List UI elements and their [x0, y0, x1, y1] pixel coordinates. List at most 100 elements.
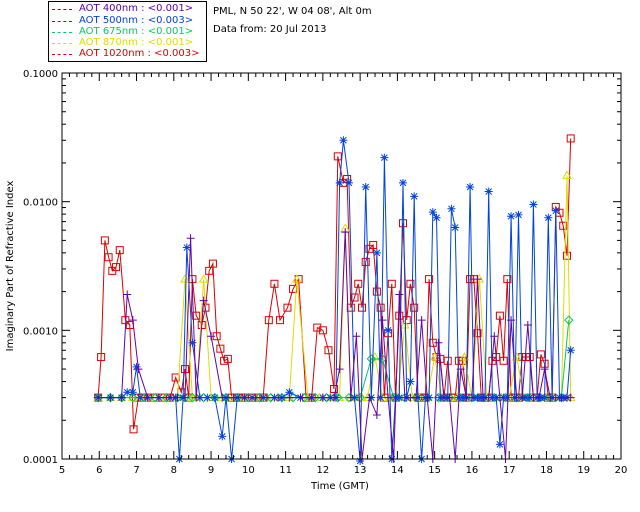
data-point: [372, 410, 381, 419]
data-point: [344, 392, 354, 403]
data-point: [495, 311, 504, 320]
data-point: [355, 392, 365, 403]
x-tick-label: 14: [391, 465, 404, 476]
data-point: [406, 377, 415, 386]
y-tick-label: 0.0100: [23, 198, 58, 209]
x-tick-label: 6: [96, 465, 102, 476]
data-point: [562, 251, 571, 260]
x-axis-label: Time (GMT): [310, 481, 369, 492]
data-point: [182, 243, 191, 252]
data-point: [104, 253, 113, 262]
data-point: [423, 393, 432, 402]
data-point: [384, 393, 393, 402]
data-point: [94, 393, 103, 402]
data-point: [395, 290, 404, 299]
x-tick-label: 9: [208, 465, 214, 476]
x-tick-label: 5: [59, 465, 65, 476]
data-point: [445, 393, 454, 402]
data-point: [432, 213, 441, 222]
data-point: [128, 392, 138, 403]
data-point: [186, 234, 195, 243]
series-line: [98, 140, 572, 462]
data-point: [344, 178, 353, 187]
data-point: [346, 393, 355, 402]
data-point: [188, 338, 197, 347]
data-point: [484, 187, 493, 196]
data-point: [291, 274, 302, 283]
legend-label: AOT 500nm : <0.003>: [79, 15, 194, 26]
site-info: PML, N 50 22', W 04 08', Alt 0m: [213, 6, 372, 17]
data-point: [380, 153, 389, 162]
data-point: [384, 326, 393, 335]
data-point: [203, 393, 212, 402]
data-point: [566, 393, 575, 402]
data-point: [395, 393, 404, 402]
data-point: [372, 248, 381, 257]
data-point: [251, 393, 260, 402]
series-line: [98, 232, 571, 460]
data-point: [296, 393, 305, 402]
data-point: [447, 204, 456, 213]
data-point: [264, 316, 273, 325]
data-point: [192, 393, 201, 402]
legend-entry-870nm: AOT 870nm : <0.001>: [49, 37, 206, 49]
data-point: [372, 287, 381, 296]
data-point: [361, 257, 370, 266]
data-point: [154, 393, 163, 402]
data-point: [180, 365, 189, 374]
data-point: [399, 319, 410, 329]
data-point: [365, 393, 374, 402]
data-point: [361, 183, 370, 192]
data-point: [285, 388, 294, 397]
data-point: [398, 178, 407, 187]
data-point: [357, 303, 366, 312]
x-tick-label: 16: [466, 465, 479, 476]
data-point: [507, 212, 516, 221]
data-point: [276, 316, 285, 325]
data-point: [313, 323, 322, 332]
legend-swatch: [52, 54, 72, 55]
data-point: [335, 365, 344, 374]
data-point: [285, 393, 294, 402]
data-point: [199, 296, 208, 305]
data-point: [143, 393, 152, 402]
data-point: [503, 393, 512, 402]
series-aot-400nm: [94, 228, 575, 463]
data-point: [410, 192, 419, 201]
data-point: [112, 263, 121, 272]
data-point: [499, 356, 508, 365]
series-aot-1020nm: [94, 134, 575, 434]
data-point: [412, 393, 421, 402]
data-point: [559, 221, 568, 230]
data-point: [128, 388, 137, 397]
data-point: [180, 274, 190, 283]
data-point: [330, 384, 339, 393]
data-point: [535, 393, 544, 402]
data-point: [376, 393, 385, 402]
legend-swatch: [52, 43, 72, 44]
data-point: [410, 303, 419, 312]
data-point: [97, 353, 106, 362]
data-point: [425, 275, 434, 284]
data-point: [240, 393, 249, 402]
plot-frame: [61, 72, 622, 460]
data-point: [262, 393, 271, 402]
data-point: [218, 432, 227, 441]
data-point: [132, 362, 141, 371]
data-point: [356, 457, 365, 465]
legend: AOT 400nm : <0.001> AOT 500nm : <0.003> …: [48, 1, 207, 62]
legend-label: AOT 675nm : <0.001>: [79, 26, 194, 37]
data-point: [366, 354, 377, 364]
y-axis-label: Imaginary Part of Refractive Index: [5, 181, 16, 352]
series-layer: [93, 134, 576, 465]
legend-entry-675nm: AOT 675nm : <0.001>: [49, 26, 206, 38]
data-point: [100, 236, 109, 245]
data-point: [398, 219, 407, 228]
data-point: [208, 259, 217, 268]
data-point: [536, 350, 545, 359]
data-point: [350, 293, 359, 302]
data-point: [551, 206, 560, 215]
data-point: [564, 315, 574, 325]
data-point: [106, 393, 115, 402]
data-point: [335, 178, 344, 187]
